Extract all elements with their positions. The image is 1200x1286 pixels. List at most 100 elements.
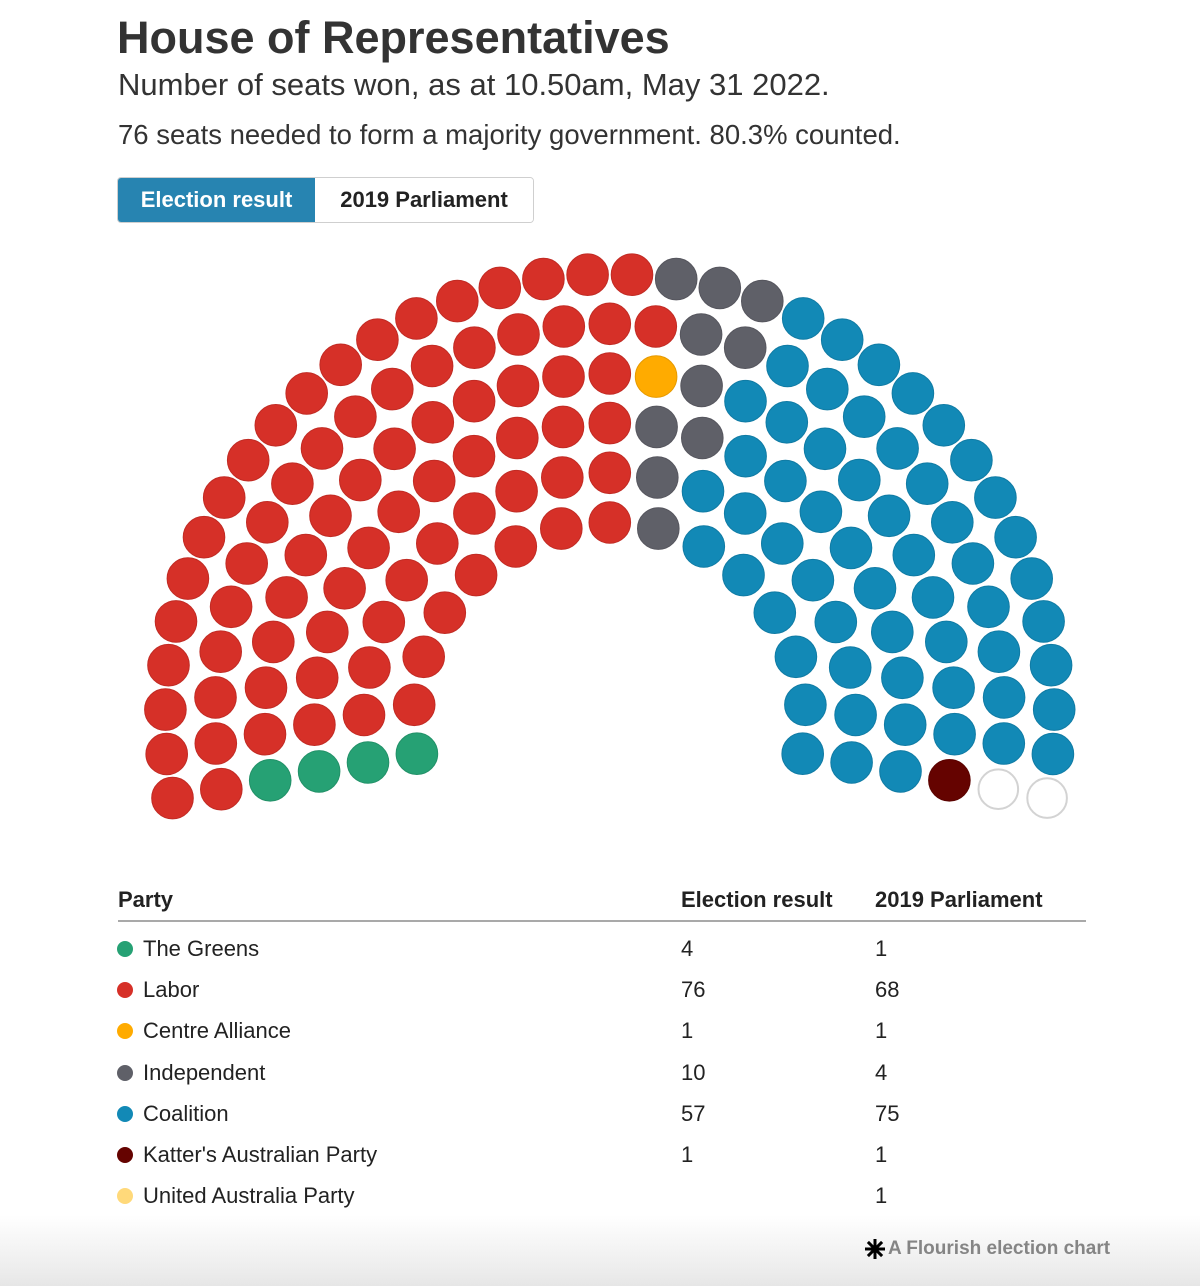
seat-labor [295,656,339,700]
seat-unallocated [1026,777,1068,819]
seat-coalition [761,522,804,565]
seat-labor [309,494,352,538]
seat-coalition [933,712,976,756]
seat-labor [347,526,390,570]
seat-labor [453,492,496,535]
seat-labor [166,557,210,600]
seat-labor [373,427,416,471]
seat-labor [271,462,314,505]
seat-labor [542,355,585,398]
seat-coalition [753,591,797,635]
parliament-2019-button[interactable]: 2019 Parliament [315,178,533,222]
seat-coalition [724,379,767,423]
seat-labor [478,266,522,310]
seat-labor [254,404,298,447]
party-color-dot [117,1188,133,1204]
seat-labor [395,297,438,340]
parliament-2019-value: 68 [875,977,900,1002]
party-color-dot [117,941,133,957]
table-row: Coalition 57 75 [0,1099,1200,1129]
seat-independent [723,326,767,369]
seat-labor [497,313,540,356]
seat-labor [588,501,632,544]
seat-labor [300,427,344,470]
seat-independent [741,279,784,323]
party-color-dot [117,982,133,998]
seat-labor [251,620,295,664]
seat-labor [225,542,268,585]
column-header-party: Party [118,887,174,912]
seat-labor [154,600,198,643]
seat-labor [342,693,386,737]
seat-coalition [781,732,825,776]
flourish-credit-link[interactable]: A Flourish election chart [864,1237,1110,1261]
seat-coalition [911,576,955,619]
seat-labor [151,776,194,820]
seat-labor [182,515,226,559]
parliament-2019-value: 1 [875,936,888,961]
seat-the-greens [346,741,390,784]
seat-labor [588,401,632,445]
seat-labor [362,600,406,644]
seat-coalition [834,693,877,737]
seat-labor [588,451,632,495]
seat-labor [496,416,539,460]
table-row: Katter's Australian Party 1 1 [0,1140,1200,1170]
seat-labor [454,553,498,597]
party-name: Centre Alliance [143,1018,291,1043]
seat-coalition [723,492,767,535]
seat-the-greens [395,732,439,776]
seat-the-greens [297,750,341,793]
flourish-asterisk-icon [865,1239,885,1259]
seat-labor [423,591,467,635]
seat-coalition [871,610,914,654]
table-row: Independent 10 4 [0,1058,1200,1088]
header-divider [118,920,1086,922]
seat-labor [377,490,421,534]
election-result-button[interactable]: Election result [118,178,315,222]
seat-coalition [681,469,725,513]
table-row: The Greens 4 1 [0,934,1200,964]
seat-independent [680,364,723,408]
seat-labor [452,434,496,478]
seat-coalition [830,741,873,784]
seat-labor [453,326,496,369]
seat-coalition [881,656,924,700]
seat-coalition [838,458,881,502]
seat-labor [634,305,678,348]
election-result-value: 76 [681,977,706,1002]
seat-coalition [974,476,1017,519]
chart-note: 76 seats needed to form a majority gover… [118,119,901,150]
parliament-2019-value: 1 [875,1142,888,1167]
party-color-dot [117,1106,133,1122]
seat-labor [416,522,459,565]
seat-labor [566,253,609,296]
party-name: Coalition [143,1101,229,1126]
seat-labor [412,459,456,503]
seat-coalition [791,558,835,602]
seat-labor [522,257,565,301]
seat-independent [636,456,679,499]
seat-coalition [765,401,809,444]
parliament-2019-value: 75 [875,1101,900,1126]
seat-coalition [925,620,968,664]
seat-labor [293,703,336,747]
party-color-dot [117,1065,133,1081]
seat-coalition [799,490,843,534]
seat-labor [452,379,496,423]
table-row: United Australia Party 1 [0,1181,1200,1211]
seat-coalition [905,462,949,505]
seat-labor [402,635,446,679]
seat-coalition [891,372,935,415]
seat-labor [410,344,454,388]
seat-coalition [784,683,827,727]
seat-labor [392,683,436,727]
seat-labor [285,372,329,415]
seat-labor [194,722,238,765]
seat-katter-s-australian-party [928,759,971,802]
seat-coalition [867,494,911,538]
seat-coalition [829,526,873,570]
seat-coalition [766,344,809,388]
party-name: Independent [143,1060,266,1085]
seat-labor [202,476,246,519]
